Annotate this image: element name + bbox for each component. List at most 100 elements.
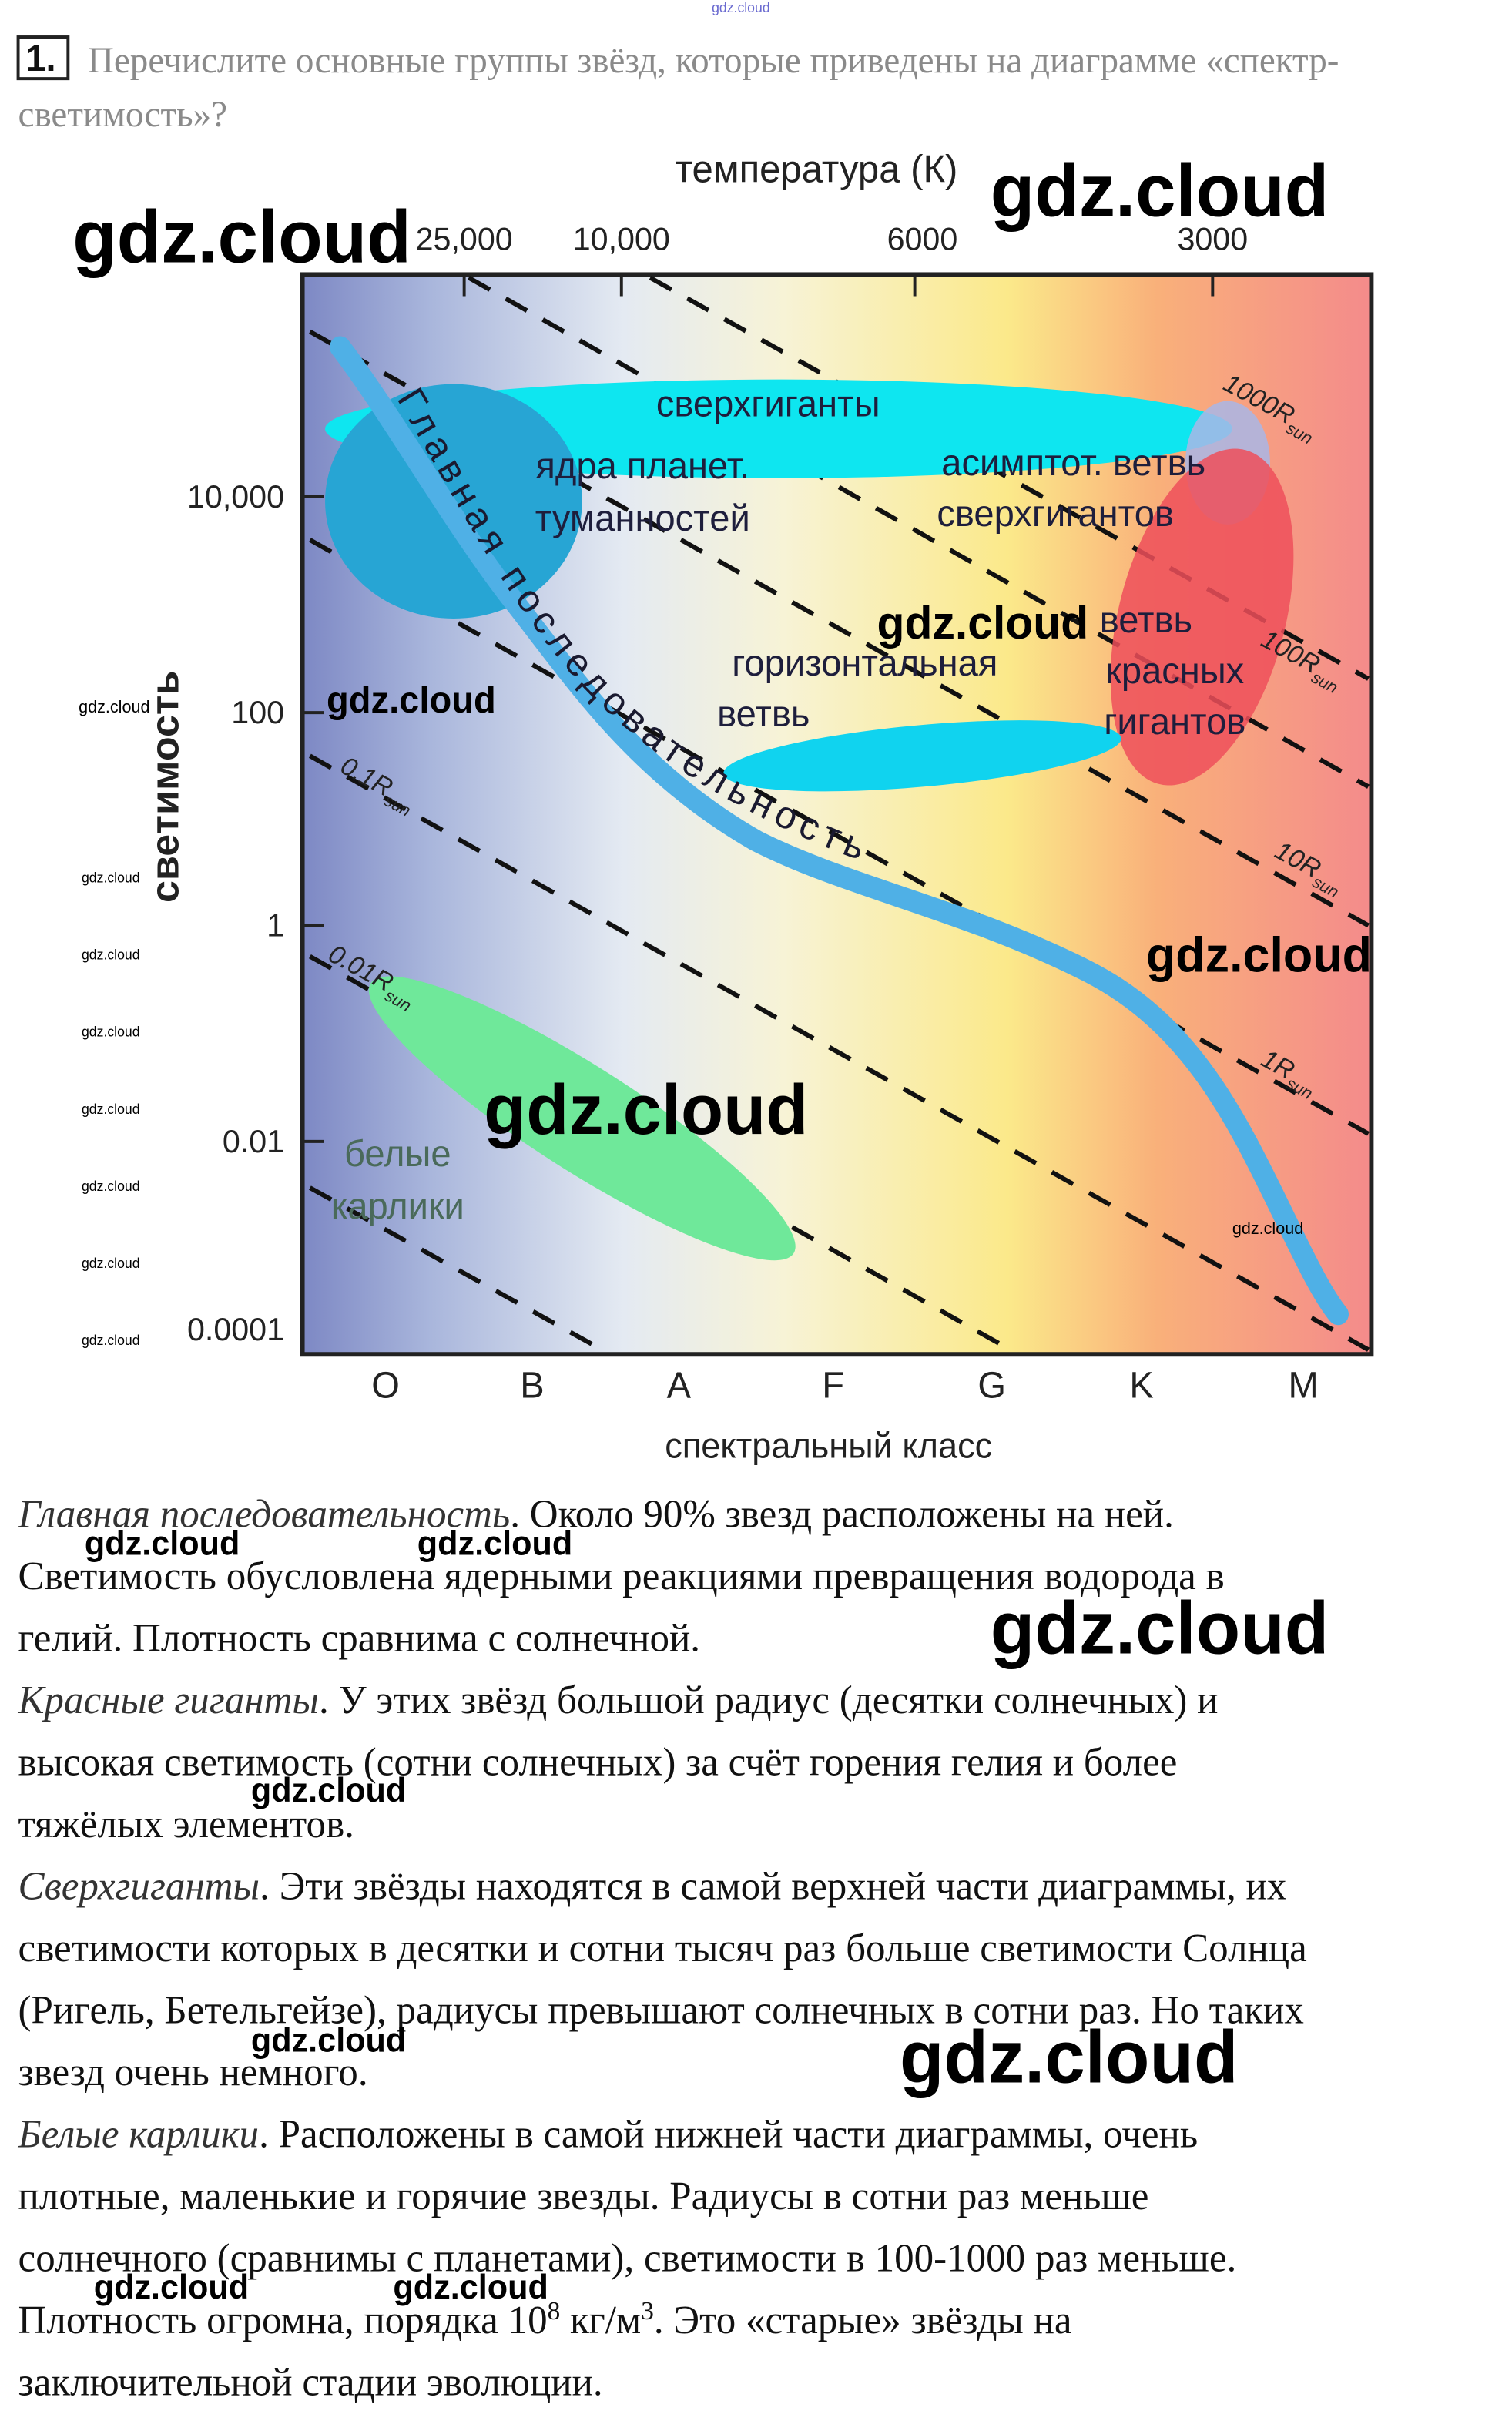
watermark: gdz.cloud <box>417 1525 572 1562</box>
question-line: светимость»? <box>18 95 228 136</box>
watermark: gdz.cloud <box>82 947 140 962</box>
spectral-class: O <box>371 1365 400 1407</box>
answer-segment: . Эти звёзды находятся в самой верхней ч… <box>260 1864 1286 1909</box>
answer-segment: плотные, маленькие и горячие звезды. Рад… <box>18 2175 1149 2219</box>
question-line: Перечислите основные группы звёзд, котор… <box>88 41 1339 82</box>
radius-line <box>309 1185 606 1353</box>
luminosity-label: 0.0001 <box>187 1311 284 1347</box>
answer-segment: звезд очень немного. <box>18 2051 368 2095</box>
main-sequence-band <box>329 336 1349 1326</box>
watermark: gdz.cloud <box>251 2022 406 2059</box>
answer-segment: . У этих звёзд большой радиус (десятки с… <box>319 1678 1218 1723</box>
watermark: gdz.cloud <box>82 1024 140 1040</box>
temperature-title: температура (К) <box>676 147 958 191</box>
spectral-class: M <box>1288 1365 1318 1407</box>
watermark: gdz.cloud <box>900 2017 1239 2099</box>
spectral-class: G <box>977 1365 1006 1407</box>
luminosity-label: 0.01 <box>223 1123 284 1159</box>
spectral-class: B <box>520 1365 544 1407</box>
answer-segment: Сверхгиганты <box>18 1864 260 1909</box>
answer-segment: . Это «старые» звёзды на <box>654 2299 1072 2343</box>
answer-segment: Светимость обусловлена ядерными реакциям… <box>18 1554 1225 1599</box>
region-label: белые <box>344 1134 451 1175</box>
watermark: gdz.cloud <box>1146 928 1372 983</box>
answer-segment: солнечного (сравнимы с планетами), свети… <box>18 2236 1237 2281</box>
temperature-label: 3000 <box>1177 220 1248 257</box>
temperature-label: 6000 <box>887 220 958 257</box>
answer-segment: кг/м <box>560 2299 641 2343</box>
answer-line: солнечного (сравнимы с планетами), свети… <box>18 2236 1237 2281</box>
answer-line: (Ригель, Бетельгейзе), радиусы превышают… <box>18 1988 1305 2033</box>
radius-line <box>308 538 1370 1136</box>
region-label: карлики <box>331 1186 464 1228</box>
answer-line: Главная последовательность. Около 90% зв… <box>18 1492 1174 1537</box>
watermark: gdz.cloud <box>393 2268 548 2305</box>
region-label: красных <box>1105 651 1244 692</box>
luminosity-label: 10,000 <box>187 478 284 514</box>
spectral-title: спектральный класс <box>665 1426 992 1466</box>
white-dwarfs-region <box>368 976 796 1261</box>
answer-segment: гелий. Плотность сравнима с солнечной. <box>18 1616 701 1661</box>
red-giants-region <box>1110 448 1294 786</box>
answer-line: Красные гиганты. У этих звёзд большой ра… <box>18 1678 1219 1723</box>
answer-line: гелий. Плотность сравнима с солнечной. <box>18 1616 701 1661</box>
region-label: сверхгиганты <box>656 384 880 425</box>
watermark: gdz.cloud <box>484 1070 808 1149</box>
region-label: ветвь <box>717 694 810 736</box>
question-number: 1. <box>25 39 55 80</box>
region-label: сверхгигантов <box>937 493 1174 535</box>
region-label: туманностей <box>535 498 750 539</box>
watermark: gdz.cloud <box>82 1102 140 1117</box>
spectral-class: K <box>1129 1365 1154 1407</box>
watermark: gdz.cloud <box>991 150 1329 233</box>
luminosity-label: 1 <box>267 907 284 943</box>
answer-segment: заключительной стадии эволюции. <box>18 2360 603 2405</box>
radius-line <box>308 329 1370 928</box>
answer-line: звезд очень немного. <box>18 2051 368 2095</box>
watermark: gdz.cloud <box>251 1772 406 1809</box>
answer-line: Белые карлики. Расположены в самой нижне… <box>18 2112 1199 2157</box>
answer-line: светимости которых в десятки и сотни тыс… <box>18 1926 1307 1971</box>
answer-segment: Белые карлики <box>18 2112 260 2157</box>
answer-line: высокая светимость (сотни солнечных) за … <box>18 1740 1178 1785</box>
answer-line: тяжёлых элементов. <box>18 1802 354 1847</box>
answer-segment: тяжёлых элементов. <box>18 1802 354 1847</box>
answer-segment: Красные гиганты <box>18 1678 319 1723</box>
spectral-class: A <box>667 1365 692 1407</box>
spectral-class: F <box>822 1365 844 1407</box>
header-mark: gdz.cloud <box>712 0 770 15</box>
radius-line <box>308 753 1370 1352</box>
diagram-ticks <box>302 274 1215 1143</box>
answer-segment: 8 <box>548 2296 561 2325</box>
watermark: gdz.cloud <box>72 196 411 279</box>
answer-segment: 3 <box>641 2296 654 2325</box>
answer-segment: светимости которых в десятки и сотни тыс… <box>18 1926 1307 1971</box>
watermark: gdz.cloud <box>82 1179 140 1194</box>
temperature-label: 10,000 <box>573 220 670 257</box>
watermark: gdz.cloud <box>991 1588 1329 1670</box>
answer-segment: . Около 90% звезд расположены на ней. <box>510 1492 1174 1537</box>
answer-line: Сверхгиганты. Эти звёзды находятся в сам… <box>18 1864 1287 1909</box>
watermark: gdz.cloud <box>82 870 140 885</box>
watermark: gdz.cloud <box>82 1333 140 1348</box>
watermark: gdz.cloud <box>79 697 149 716</box>
region-label: ветвь <box>1100 600 1192 642</box>
region-label: асимптот. ветвь <box>941 442 1205 484</box>
watermark: gdz.cloud <box>85 1525 240 1562</box>
region-label: гигантов <box>1104 702 1245 743</box>
answer-segment: высокая светимость (сотни солнечных) за … <box>18 1740 1178 1785</box>
temperature-label: 25,000 <box>416 220 513 257</box>
answer-segment: . Расположены в самой нижней части диагр… <box>259 2112 1198 2157</box>
region-label: горизонтальная <box>732 643 997 685</box>
question-number-box <box>16 35 70 81</box>
answer-line: Светимость обусловлена ядерными реакциям… <box>18 1554 1225 1599</box>
watermark: gdz.cloud <box>94 2268 249 2305</box>
answer-line: плотные, маленькие и горячие звезды. Рад… <box>18 2175 1149 2219</box>
answer-segment: Главная последовательность <box>18 1492 511 1537</box>
watermark: gdz.cloud <box>1232 1219 1303 1238</box>
region-label: ядра планет. <box>535 445 749 487</box>
luminosity-title: светимость <box>142 671 186 903</box>
